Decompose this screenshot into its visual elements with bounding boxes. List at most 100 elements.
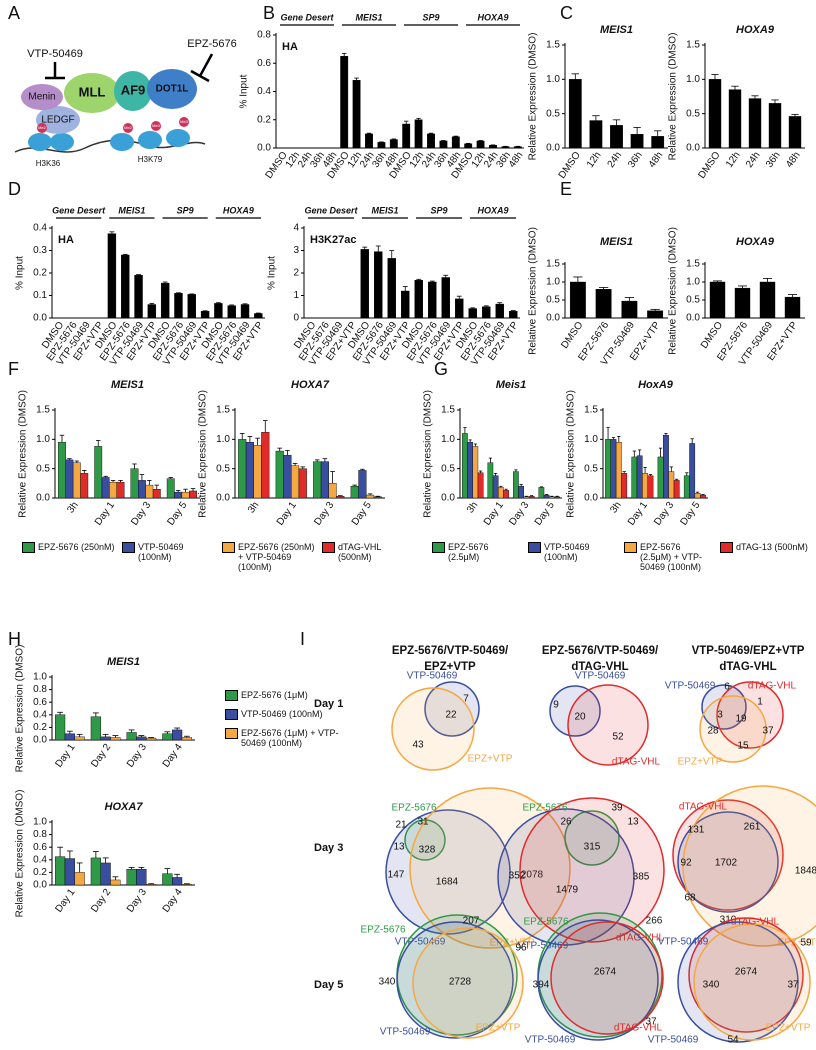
- bar: [254, 313, 263, 319]
- x-tick-label: 36h: [626, 150, 645, 170]
- set-label: dTAG-VHL: [679, 802, 728, 813]
- panel-letter: G: [434, 359, 448, 379]
- bar: [146, 884, 157, 886]
- venn-count: 13: [393, 842, 405, 853]
- venn-circle: [404, 819, 446, 861]
- row-label: Day 3: [314, 842, 343, 854]
- y-tick-label: 0.2: [33, 268, 47, 279]
- legend-label: VTP-50469 (100nM): [544, 542, 590, 562]
- bar: [94, 446, 103, 499]
- legend-label: EPZ-5676 (1μM) + VTP-50469 (100nM): [241, 728, 339, 748]
- group-label: HOXA9: [477, 12, 508, 22]
- mod: [123, 123, 133, 133]
- venn-circle: [424, 681, 480, 737]
- bar: [172, 877, 183, 886]
- protein-label: LEDGF: [41, 115, 74, 126]
- bar: [261, 432, 270, 499]
- y-axis-label: Relative Expression (DMSO): [198, 390, 209, 518]
- venn-count: 147: [388, 870, 405, 881]
- bar: [464, 143, 473, 149]
- set-label: EPZ+VTP: [476, 1023, 521, 1034]
- venn-count: 96: [515, 943, 527, 954]
- venn-circle: [391, 687, 475, 771]
- bar: [152, 489, 161, 499]
- nucleosome: [110, 133, 134, 151]
- venn-count: 340: [703, 980, 720, 991]
- panel-letter: C: [560, 3, 573, 23]
- venn-circle: [396, 921, 514, 1039]
- y-axis-label: Relative Expression (DMSO): [528, 227, 539, 355]
- venn-count: 37: [645, 1017, 657, 1028]
- legend-label: EPZ-5676 (1μM): [241, 690, 308, 700]
- bar: [414, 119, 423, 149]
- venn-count: 9: [553, 700, 559, 711]
- panel-letter: D: [8, 179, 21, 199]
- bar: [543, 494, 550, 499]
- bar: [100, 862, 111, 886]
- bar: [107, 233, 117, 319]
- venn-title: EPZ-5676/VTP-50469/: [542, 645, 659, 657]
- bar: [181, 884, 192, 886]
- chart-title: HOXA7: [291, 379, 330, 391]
- row-label: Day 5: [314, 979, 343, 991]
- chart-title: HOXA9: [736, 24, 775, 36]
- bar: [568, 79, 582, 149]
- bar: [174, 293, 183, 319]
- chart-title: HOXA9: [736, 236, 775, 248]
- bar: [647, 475, 654, 499]
- bar: [621, 300, 638, 319]
- mod: [37, 123, 47, 133]
- bar: [291, 465, 300, 499]
- x-tick-label: 3h: [608, 500, 623, 515]
- y-tick-label: 0.4: [33, 223, 47, 234]
- bar: [328, 483, 337, 499]
- bar: [498, 487, 504, 499]
- y-tick-label: 1.5: [584, 405, 598, 416]
- legend-swatch: [432, 542, 445, 553]
- y-tick-label: 1.0: [546, 277, 560, 288]
- x-tick-label: 12h: [724, 150, 743, 170]
- bar: [72, 462, 81, 499]
- legend-swatch: [122, 542, 135, 553]
- x-tick-label: Day 2: [89, 887, 113, 915]
- inhibitor-label: EPZ-5676: [187, 38, 237, 50]
- set-label: VTP-50469: [575, 671, 626, 682]
- bar: [663, 435, 669, 499]
- x-tick-label: Day 4: [161, 887, 185, 915]
- venn-count: 37: [787, 980, 799, 991]
- x-tick-label: DMSO: [557, 150, 583, 181]
- y-axis-label: % Input: [267, 256, 278, 290]
- y-axis-label: Relative Expression (DMSO): [18, 390, 29, 518]
- bar: [651, 136, 665, 149]
- y-tick-label: 0.2: [33, 867, 47, 878]
- chart-title: MEIS1: [600, 236, 633, 248]
- bar: [694, 493, 701, 499]
- venn-count: 315: [584, 842, 601, 853]
- bar: [748, 98, 762, 149]
- bar: [657, 456, 664, 499]
- bar: [615, 442, 622, 499]
- bar: [621, 473, 628, 499]
- bar: [373, 496, 382, 499]
- y-axis-label: % Input: [15, 256, 26, 290]
- venn-count: 6: [724, 682, 730, 693]
- venn-circle: [677, 811, 779, 913]
- bar: [451, 136, 460, 149]
- set-label: VTP-50469: [380, 1027, 431, 1038]
- bar: [569, 281, 586, 319]
- chart-title: MEIS1: [111, 379, 144, 391]
- bar: [482, 306, 491, 319]
- venn-title: dTAG-VHL: [719, 661, 776, 673]
- protein: [114, 71, 152, 111]
- bar: [360, 249, 370, 319]
- nucleosome: [166, 129, 190, 147]
- bar: [387, 258, 397, 319]
- y-tick-label: 0.5: [441, 463, 455, 474]
- inhibition: [198, 53, 214, 77]
- x-tick-label: Day 3: [507, 500, 531, 528]
- bar: [441, 277, 451, 319]
- bar: [428, 281, 437, 319]
- venn-count: 207: [463, 916, 480, 927]
- bar: [589, 120, 603, 149]
- y-tick-label: 0: [293, 313, 299, 324]
